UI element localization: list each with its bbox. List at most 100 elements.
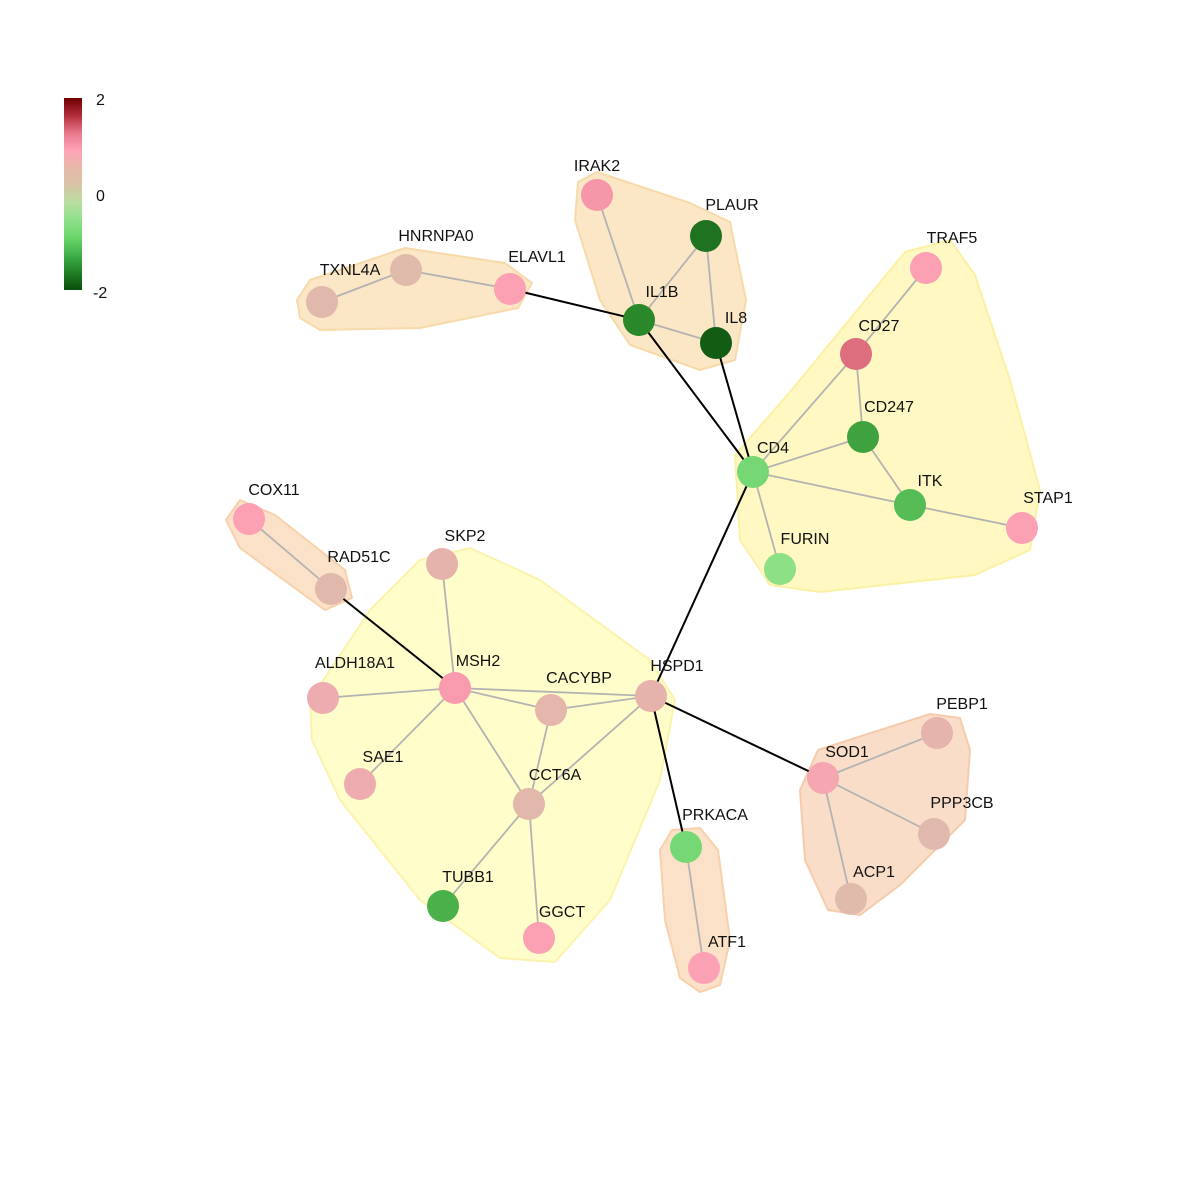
edge-cd247-cd4 bbox=[752, 436, 864, 473]
edge-cd27-cd4 bbox=[752, 353, 857, 473]
edges bbox=[248, 194, 1023, 969]
node-label-cox11: COX11 bbox=[248, 482, 299, 499]
edge-il8-cd4 bbox=[715, 342, 754, 473]
node-label-ppp3cb: PPP3CB bbox=[930, 795, 993, 812]
node-label-acp1: ACP1 bbox=[853, 864, 895, 881]
legend-mid-label: 0 bbox=[96, 188, 105, 205]
node-il1b[interactable] bbox=[623, 304, 655, 336]
node-label-pebp1: PEBP1 bbox=[936, 696, 988, 713]
node-cd27[interactable] bbox=[840, 338, 872, 370]
edge-msh2-cacybp bbox=[454, 687, 552, 711]
node-stap1[interactable] bbox=[1006, 512, 1038, 544]
edge-il1b-cd4 bbox=[638, 319, 754, 473]
legend-color-bar bbox=[64, 98, 82, 290]
node-label-hnrnpa0: HNRNPA0 bbox=[398, 228, 473, 245]
node-label-sod1: SOD1 bbox=[825, 744, 869, 761]
node-label-skp2: SKP2 bbox=[445, 528, 486, 545]
node-txnl4a[interactable] bbox=[306, 286, 338, 318]
node-cct6a[interactable] bbox=[513, 788, 545, 820]
edge-msh2-sae1 bbox=[359, 687, 456, 785]
module-hull-m1 bbox=[296, 247, 533, 331]
edge-aldh18a1-msh2 bbox=[322, 687, 456, 699]
node-labels: IRAK2 PLAUR IL1B IL8 HNRNPA0 TXNL4A ELAVL1 TRAF… bbox=[248, 158, 1072, 951]
edge-traf5-cd27 bbox=[855, 267, 927, 355]
node-cacybp[interactable] bbox=[535, 694, 567, 726]
node-label-elavl1: ELAVL1 bbox=[508, 249, 566, 266]
node-rad51c[interactable] bbox=[315, 573, 347, 605]
edge-hspd1-cct6a bbox=[528, 695, 652, 805]
node-cd247[interactable] bbox=[847, 421, 879, 453]
edge-cox11-rad51c bbox=[248, 518, 332, 590]
edge-prkaca-atf1 bbox=[685, 846, 705, 969]
edge-hnrnpa0-elavl1 bbox=[405, 269, 511, 290]
edge-cd4-itk bbox=[752, 471, 911, 506]
node-irak2[interactable] bbox=[581, 179, 613, 211]
edge-elavl1-il1b bbox=[509, 288, 640, 321]
node-label-il1b: IL1B bbox=[646, 284, 679, 301]
node-label-msh2: MSH2 bbox=[456, 653, 501, 670]
node-pebp1[interactable] bbox=[921, 717, 953, 749]
node-label-txnl4a: TXNL4A bbox=[320, 262, 381, 279]
node-label-il8: IL8 bbox=[725, 310, 747, 327]
node-acp1[interactable] bbox=[835, 883, 867, 915]
node-hspd1[interactable] bbox=[635, 680, 667, 712]
node-plaur[interactable] bbox=[690, 220, 722, 252]
node-label-plaur: PLAUR bbox=[705, 197, 758, 214]
node-furin[interactable] bbox=[764, 553, 796, 585]
node-label-traf5: TRAF5 bbox=[927, 230, 978, 247]
node-sae1[interactable] bbox=[344, 768, 376, 800]
node-label-irak2: IRAK2 bbox=[574, 158, 620, 175]
node-label-ggct: GGCT bbox=[539, 904, 585, 921]
node-label-prkaca: PRKACA bbox=[682, 807, 748, 824]
node-hnrnpa0[interactable] bbox=[390, 254, 422, 286]
node-skp2[interactable] bbox=[426, 548, 458, 580]
edge-cacybp-cct6a bbox=[528, 709, 552, 805]
node-label-cd4: CD4 bbox=[757, 440, 789, 457]
node-label-aldh18a1: ALDH18A1 bbox=[315, 655, 395, 672]
legend-min-label: -2 bbox=[93, 285, 107, 302]
node-label-cct6a: CCT6A bbox=[529, 767, 582, 784]
node-prkaca[interactable] bbox=[670, 831, 702, 863]
edge-sod1-acp1 bbox=[822, 777, 852, 900]
module-hulls bbox=[225, 171, 1041, 993]
node-ppp3cb[interactable] bbox=[918, 818, 950, 850]
nodes bbox=[233, 179, 1038, 984]
edge-msh2-hspd1 bbox=[454, 687, 652, 697]
node-label-stap1: STAP1 bbox=[1023, 490, 1073, 507]
edge-sod1-pebp1 bbox=[822, 732, 938, 779]
node-label-furin: FURIN bbox=[781, 531, 830, 548]
node-traf5[interactable] bbox=[910, 252, 942, 284]
edge-plaur-il1b bbox=[638, 235, 707, 321]
color-legend: 2 0 -2 bbox=[64, 92, 107, 302]
node-atf1[interactable] bbox=[688, 952, 720, 984]
edge-sod1-ppp3cb bbox=[822, 777, 935, 835]
node-tubb1[interactable] bbox=[427, 890, 459, 922]
node-msh2[interactable] bbox=[439, 672, 471, 704]
node-label-cd247: CD247 bbox=[864, 399, 914, 416]
module-hull-m3 bbox=[734, 239, 1041, 593]
node-label-itk: ITK bbox=[918, 473, 943, 490]
node-label-tubb1: TUBB1 bbox=[442, 869, 494, 886]
node-elavl1[interactable] bbox=[494, 273, 526, 305]
edge-cct6a-ggct bbox=[528, 803, 540, 939]
node-il8[interactable] bbox=[700, 327, 732, 359]
node-label-rad51c: RAD51C bbox=[327, 549, 390, 566]
node-aldh18a1[interactable] bbox=[307, 682, 339, 714]
edge-cd4-furin bbox=[752, 471, 781, 570]
edge-irak2-il1b bbox=[596, 194, 640, 321]
node-cox11[interactable] bbox=[233, 503, 265, 535]
node-label-cacybp: CACYBP bbox=[546, 670, 612, 687]
edge-cd4-hspd1 bbox=[650, 471, 754, 697]
edge-msh2-cct6a bbox=[454, 687, 530, 805]
edge-rad51c-msh2 bbox=[330, 588, 456, 689]
node-ggct[interactable] bbox=[523, 922, 555, 954]
edge-plaur-il8 bbox=[705, 235, 717, 344]
node-cd4[interactable] bbox=[737, 456, 769, 488]
node-label-hspd1: HSPD1 bbox=[650, 658, 703, 675]
node-label-atf1: ATF1 bbox=[708, 934, 746, 951]
edge-hspd1-prkaca bbox=[650, 695, 687, 848]
edge-cacybp-hspd1 bbox=[550, 695, 652, 711]
node-itk[interactable] bbox=[894, 489, 926, 521]
node-sod1[interactable] bbox=[807, 762, 839, 794]
